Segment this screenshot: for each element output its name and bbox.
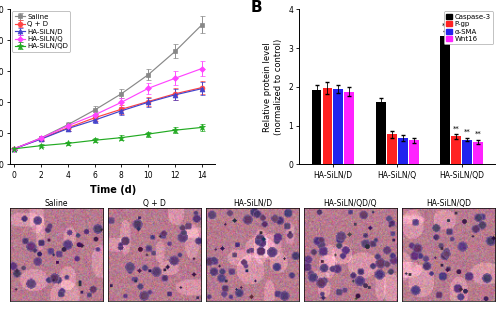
Y-axis label: Relative protein level
(normalized to control): Relative protein level (normalized to co… [264, 39, 283, 135]
Text: **: ** [464, 129, 470, 135]
Legend: Saline, Q + D, HA-SiLN/D, HA-SiLN/Q, HA-SiLN/QD: Saline, Q + D, HA-SiLN/D, HA-SiLN/Q, HA-… [12, 11, 70, 52]
Bar [376, 102, 386, 164]
Bar [408, 140, 418, 164]
Title: Q + D: Q + D [143, 199, 166, 208]
Text: B: B [250, 0, 262, 15]
Text: **: ** [474, 131, 482, 137]
Bar [312, 90, 322, 164]
Title: Saline: Saline [45, 199, 68, 208]
Bar [344, 92, 354, 164]
Title: HA-SiLN/QD/Q: HA-SiLN/QD/Q [324, 199, 377, 208]
Bar [440, 37, 450, 164]
Bar [462, 140, 472, 164]
Bar [473, 142, 483, 164]
Title: HA-SiLN/D: HA-SiLN/D [233, 199, 272, 208]
Text: **: ** [452, 125, 460, 131]
Bar [334, 89, 344, 164]
Text: **: ** [442, 22, 448, 28]
Bar [398, 138, 407, 164]
Bar [322, 88, 332, 164]
Bar [387, 135, 396, 164]
Legend: Caspase-3, P-gp, α-SMA, Wnt16: Caspase-3, P-gp, α-SMA, Wnt16 [444, 11, 493, 44]
Title: HA-SiLN/QD: HA-SiLN/QD [426, 199, 471, 208]
X-axis label: Time (d): Time (d) [90, 185, 136, 195]
Bar [451, 136, 461, 164]
